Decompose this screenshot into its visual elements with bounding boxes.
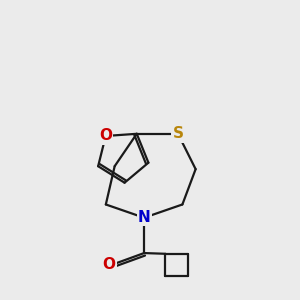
Text: O: O <box>102 257 115 272</box>
Text: N: N <box>138 210 151 225</box>
Text: S: S <box>172 126 184 141</box>
Text: O: O <box>99 128 112 143</box>
